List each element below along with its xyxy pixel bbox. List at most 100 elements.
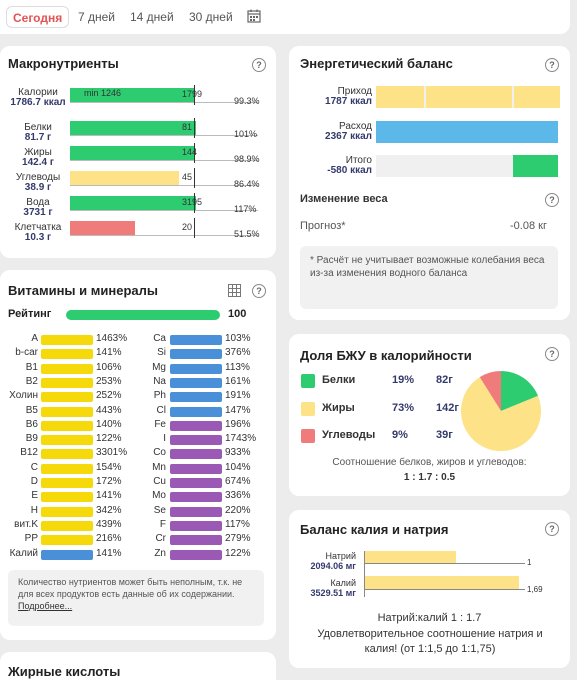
macro-axis [70, 185, 258, 186]
macro-bar [70, 88, 228, 102]
bju-percent: 9% [392, 429, 408, 441]
macro-target-tick [194, 193, 195, 213]
macro-percent: 117% [234, 204, 257, 214]
nutrient-percent: 113% [225, 361, 250, 373]
bju-pie-chart [461, 371, 541, 451]
bju-color-swatch [301, 429, 315, 443]
nutrient-bar [170, 449, 222, 460]
nutrients-note-text: Количество нутриентов может быть неполны… [18, 577, 243, 599]
nutrient-percent: 342% [96, 504, 122, 516]
nutrient-percent: 172% [96, 476, 122, 487]
nutrient-percent: 252% [96, 390, 122, 402]
macro-value: 142.4 г [22, 157, 54, 168]
macro-percent: 101% [234, 129, 258, 139]
macro-label: Углеводы 38.9 г [8, 173, 68, 193]
nutrient-name: Se [153, 504, 166, 516]
nutrient-percent: 122% [96, 433, 122, 445]
weight-change-title: Изменение веса [300, 193, 388, 205]
sodium-bar [365, 551, 456, 564]
nutrient-name: Ph [153, 390, 166, 402]
pie-slice [501, 371, 539, 411]
nutrient-name: Холин [9, 390, 38, 402]
potassium-label-text: Калий [330, 578, 356, 588]
bju-percent: 19% [392, 374, 415, 386]
macro-target: 3195 [182, 197, 203, 207]
macro-axis [70, 102, 258, 103]
nutrient-bar [170, 349, 222, 360]
bju-grams: 82г [436, 374, 453, 386]
period-14-days[interactable]: 14 дней [130, 10, 174, 24]
nutrient-bar [41, 363, 93, 374]
macro-name: Жиры [24, 147, 52, 158]
nutrient-name: Калий [9, 547, 38, 559]
macro-value: 38.9 г [24, 182, 52, 193]
nutrient-percent: 674% [225, 476, 251, 487]
kn-conclusion: Удовлетворительное соотношение натрия и … [317, 628, 543, 655]
sodium-label-text: Натрий [325, 551, 357, 561]
nutrient-bar [170, 435, 222, 446]
nutrient-bar [170, 363, 222, 374]
nutrient-percent: 117% [225, 518, 250, 530]
nutrient-name: Fe [154, 418, 166, 430]
nutrient-percent: 147% [225, 404, 251, 416]
nutrient-percent: 443% [96, 404, 122, 416]
potassium-label: Калий 3529.51 мг [292, 578, 356, 598]
nutrient-bar [41, 435, 93, 446]
help-icon[interactable]: ? [545, 347, 559, 361]
kn-axis [364, 551, 365, 597]
macros-title: Макронутриенты [8, 56, 119, 71]
macro-target: 45 [182, 172, 193, 182]
nutrient-name: Mn [152, 461, 166, 473]
calendar-icon[interactable] [247, 9, 261, 23]
nutrient-bar [41, 549, 93, 560]
macro-percent: 51.5% [234, 229, 260, 239]
more-link[interactable]: Подробнее... [18, 601, 73, 611]
period-30-days[interactable]: 30 дней [189, 10, 233, 24]
help-icon[interactable]: ? [545, 58, 559, 72]
period-7-days[interactable]: 7 дней [78, 10, 116, 24]
total-value: -580 ккал [327, 165, 372, 176]
nutrient-name: Zn [154, 547, 166, 559]
nutrient-percent: 103% [225, 333, 251, 344]
nutrient-percent: 141% [96, 490, 122, 502]
nutrient-bar [170, 535, 222, 546]
nutrient-name: Mo [152, 490, 166, 502]
macro-name: Клетчатка [14, 222, 62, 233]
help-icon[interactable]: ? [252, 58, 266, 72]
macro-bar [70, 221, 228, 235]
nutrient-bar [170, 463, 222, 474]
sodium-ratio: 1 [527, 558, 532, 567]
nutrient-percent: 141% [96, 547, 122, 559]
rating-bar [66, 310, 220, 320]
nutrient-bar [170, 506, 222, 517]
nutrient-bar [170, 478, 222, 488]
nutrient-name: B5 [25, 404, 38, 416]
macro-axis [70, 235, 258, 236]
macro-min-label: min 1246 [84, 88, 122, 98]
macro-label: Калории 1786.7 ккал [8, 88, 68, 108]
period-today[interactable]: Сегодня [6, 6, 70, 28]
help-icon[interactable]: ? [545, 522, 559, 536]
macro-bar-fill [70, 88, 196, 102]
bju-grams: 39г [436, 429, 453, 441]
macro-name: Вода [26, 197, 50, 208]
nutrient-percent: 336% [225, 490, 251, 502]
table-icon[interactable] [228, 284, 241, 297]
nutrient-percent: 161% [225, 375, 251, 387]
sodium-value: 2094.06 мг [310, 561, 356, 571]
nutrient-name: H [30, 504, 38, 516]
sodium-label: Натрий 2094.06 мг [292, 551, 356, 571]
help-icon[interactable]: ? [252, 284, 266, 298]
macro-bar-fill [70, 221, 135, 235]
macro-label: Вода 3731 г [8, 198, 68, 218]
pie-slice [461, 377, 541, 451]
macro-target-tick [194, 118, 195, 138]
macro-value: 81.7 г [24, 132, 52, 143]
total-segment [513, 155, 558, 177]
bju-grams: 142г [436, 402, 459, 414]
nutrient-name: Ca [153, 333, 166, 344]
nutrient-name: Mg [152, 361, 166, 373]
vitamins-title: Витамины и минералы [8, 283, 158, 298]
help-icon[interactable]: ? [545, 193, 559, 207]
macro-target-tick [194, 168, 195, 188]
